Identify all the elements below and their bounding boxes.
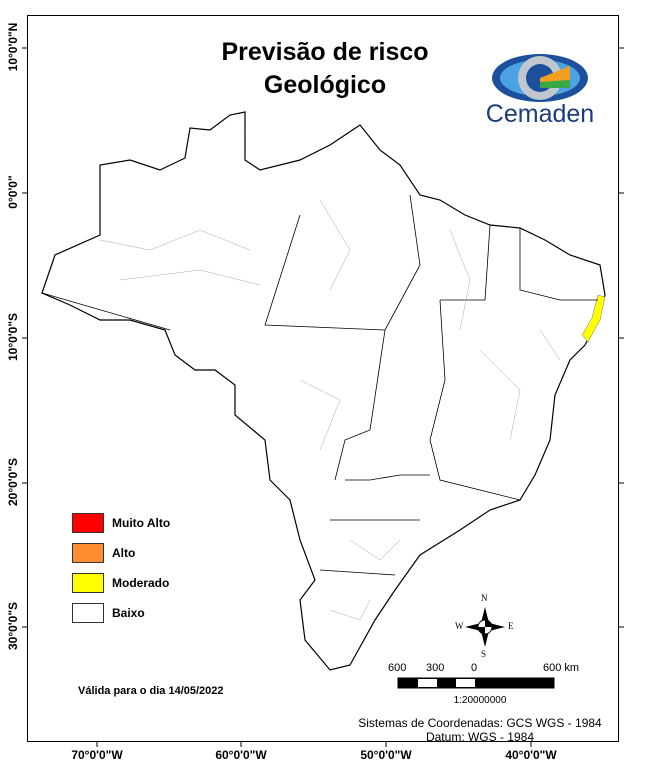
lon-label: 60°0'0"W: [215, 748, 267, 762]
moderado-area: [581, 294, 606, 343]
legend-swatch: [72, 513, 104, 533]
scale-ratio: 1:20000000: [453, 695, 507, 706]
legend: Muito Alto Alto Moderado Baixo: [72, 508, 170, 628]
coordinate-system: Sistemas de Coordenadas: GCS WGS - 1984 …: [340, 716, 620, 744]
coords-line: Datum: WGS - 1984: [425, 730, 535, 744]
brazil-outline: [41, 111, 606, 671]
coords-line: Sistemas de Coordenadas: GCS WGS - 1984: [358, 716, 602, 730]
legend-label: Muito Alto: [112, 516, 171, 530]
logo-text: Cemaden: [485, 100, 595, 128]
scale-bar: [397, 677, 555, 689]
legend-item: Muito Alto: [72, 508, 170, 538]
cemaden-eye-logo: [492, 54, 588, 102]
scale-label: 300: [426, 662, 445, 674]
legend-item: Alto: [72, 538, 170, 568]
legend-swatch: [72, 543, 104, 563]
legend-label: Alto: [112, 546, 136, 560]
lon-label: 50°0'0"W: [360, 748, 412, 762]
compass-e: E: [508, 621, 514, 631]
valid-date: Válida para o dia 14/05/2022: [78, 685, 224, 697]
compass-rose-icon: [465, 607, 505, 647]
scale-label: 600 km: [543, 662, 580, 674]
scale-label: 0: [471, 662, 478, 674]
lon-label: 70°0'0"W: [71, 748, 123, 762]
legend-item: Baixo: [72, 598, 170, 628]
municipal-borders: [99, 199, 561, 621]
scale-label: 600: [388, 662, 407, 674]
compass-w: W: [455, 621, 464, 631]
legend-swatch: [72, 603, 104, 623]
legend-swatch: [72, 573, 104, 593]
legend-label: Moderado: [112, 576, 170, 590]
compass-n: N: [481, 593, 488, 603]
title-line: Previsão de risco: [221, 38, 429, 66]
legend-item: Moderado: [72, 568, 170, 598]
map-title: Previsão de risco Geológico: [160, 36, 490, 102]
title-line: Geológico: [263, 71, 387, 99]
map-frame: [27, 15, 619, 742]
lon-label: 40°0'0"W: [505, 748, 557, 762]
state-borders: [41, 194, 598, 576]
compass-s: S: [481, 649, 487, 659]
legend-label: Baixo: [112, 606, 145, 620]
